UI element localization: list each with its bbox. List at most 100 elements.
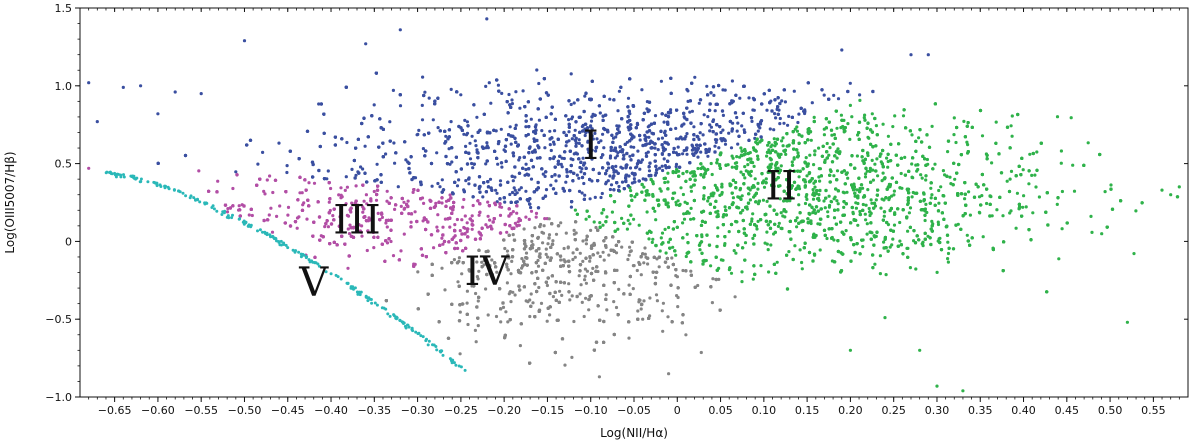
point-region-II <box>954 140 958 145</box>
point-region-IV <box>480 260 484 264</box>
point-region-III <box>470 214 474 218</box>
point-region-III <box>524 215 528 219</box>
point-region-III <box>237 204 241 208</box>
point-region-II <box>1071 163 1075 167</box>
point-region-I <box>660 152 665 156</box>
point-region-II <box>733 161 738 165</box>
point-region-II <box>651 237 655 241</box>
point-region-II <box>858 98 862 102</box>
point-region-II <box>735 164 739 169</box>
point-region-II <box>748 198 753 202</box>
point-region-I <box>682 122 686 126</box>
point-region-IV <box>676 305 680 309</box>
point-region-I <box>774 116 778 120</box>
point-region-I <box>457 178 461 182</box>
point-region-II <box>698 248 702 252</box>
point-region-II <box>832 174 836 178</box>
point-region-II <box>864 218 868 222</box>
point-region-II <box>731 196 736 200</box>
point-region-IV <box>474 340 478 344</box>
point-region-II <box>891 237 895 241</box>
point-region-II <box>677 169 681 173</box>
point-region-I <box>647 124 651 128</box>
point-region-I <box>690 143 694 147</box>
point-region-II <box>822 133 827 137</box>
point-region-I <box>317 102 321 106</box>
point-region-II <box>882 198 886 202</box>
point-region-II <box>977 195 982 199</box>
point-region-I <box>705 84 709 88</box>
point-region-II <box>874 198 878 202</box>
point-region-I <box>514 90 518 94</box>
point-region-IV <box>571 251 575 255</box>
point-region-IV <box>733 295 737 299</box>
point-region-I <box>420 118 425 122</box>
point-region-IV <box>612 300 616 304</box>
point-region-II <box>718 193 722 197</box>
point-region-II <box>704 258 708 263</box>
point-region-II <box>1030 173 1034 177</box>
point-region-III <box>331 214 335 218</box>
point-region-II <box>845 190 849 194</box>
point-region-I <box>661 168 665 173</box>
point-region-I <box>662 120 666 124</box>
point-region-I <box>747 96 751 100</box>
point-region-I <box>735 115 739 120</box>
point-region-III <box>393 207 397 211</box>
point-region-I <box>496 162 500 166</box>
point-region-IV <box>577 274 581 278</box>
point-region-I <box>513 188 517 192</box>
point-region-II <box>968 213 973 217</box>
point-region-I <box>611 136 616 140</box>
point-region-IV <box>558 289 562 293</box>
point-region-I <box>277 141 281 145</box>
point-region-II <box>995 208 999 212</box>
point-region-IV <box>574 231 578 235</box>
point-region-II <box>730 154 734 158</box>
point-region-I <box>559 162 563 166</box>
point-region-II <box>681 221 685 225</box>
point-region-II <box>866 188 870 192</box>
point-region-II <box>1109 183 1113 187</box>
point-region-II <box>689 189 694 193</box>
point-region-I <box>685 152 689 156</box>
point-region-I <box>548 143 552 147</box>
point-region-II <box>795 129 800 133</box>
point-region-IV <box>568 298 572 302</box>
point-region-I <box>578 165 582 170</box>
point-region-I <box>450 160 454 164</box>
point-region-II <box>1059 161 1063 165</box>
point-region-II <box>793 244 797 248</box>
point-region-II <box>1034 185 1038 189</box>
point-region-II <box>817 146 821 150</box>
point-region-I <box>612 168 616 172</box>
point-region-I <box>350 167 354 171</box>
point-region-I <box>708 123 712 127</box>
point-region-II <box>792 157 796 161</box>
point-region-III <box>350 201 354 205</box>
point-region-II <box>828 146 832 150</box>
point-region-I <box>388 120 392 124</box>
point-region-II <box>743 176 747 180</box>
point-region-I <box>669 108 673 112</box>
point-region-III <box>347 232 352 236</box>
point-region-I <box>625 140 630 144</box>
point-region-I <box>449 87 453 91</box>
point-region-III <box>225 210 230 214</box>
point-region-II <box>775 260 779 264</box>
point-region-II <box>740 280 744 284</box>
point-region-II <box>836 147 840 151</box>
point-region-I <box>590 157 594 161</box>
point-region-I <box>430 184 434 188</box>
point-region-II <box>892 223 897 227</box>
point-region-I <box>751 108 755 112</box>
point-region-II <box>782 199 786 203</box>
point-region-II <box>929 196 933 200</box>
point-region-I <box>597 140 601 145</box>
point-region-I <box>608 156 613 160</box>
point-region-I <box>517 158 521 162</box>
point-region-II <box>809 221 813 226</box>
point-region-III <box>346 214 351 218</box>
point-region-I <box>449 120 453 124</box>
point-region-I <box>729 146 734 150</box>
